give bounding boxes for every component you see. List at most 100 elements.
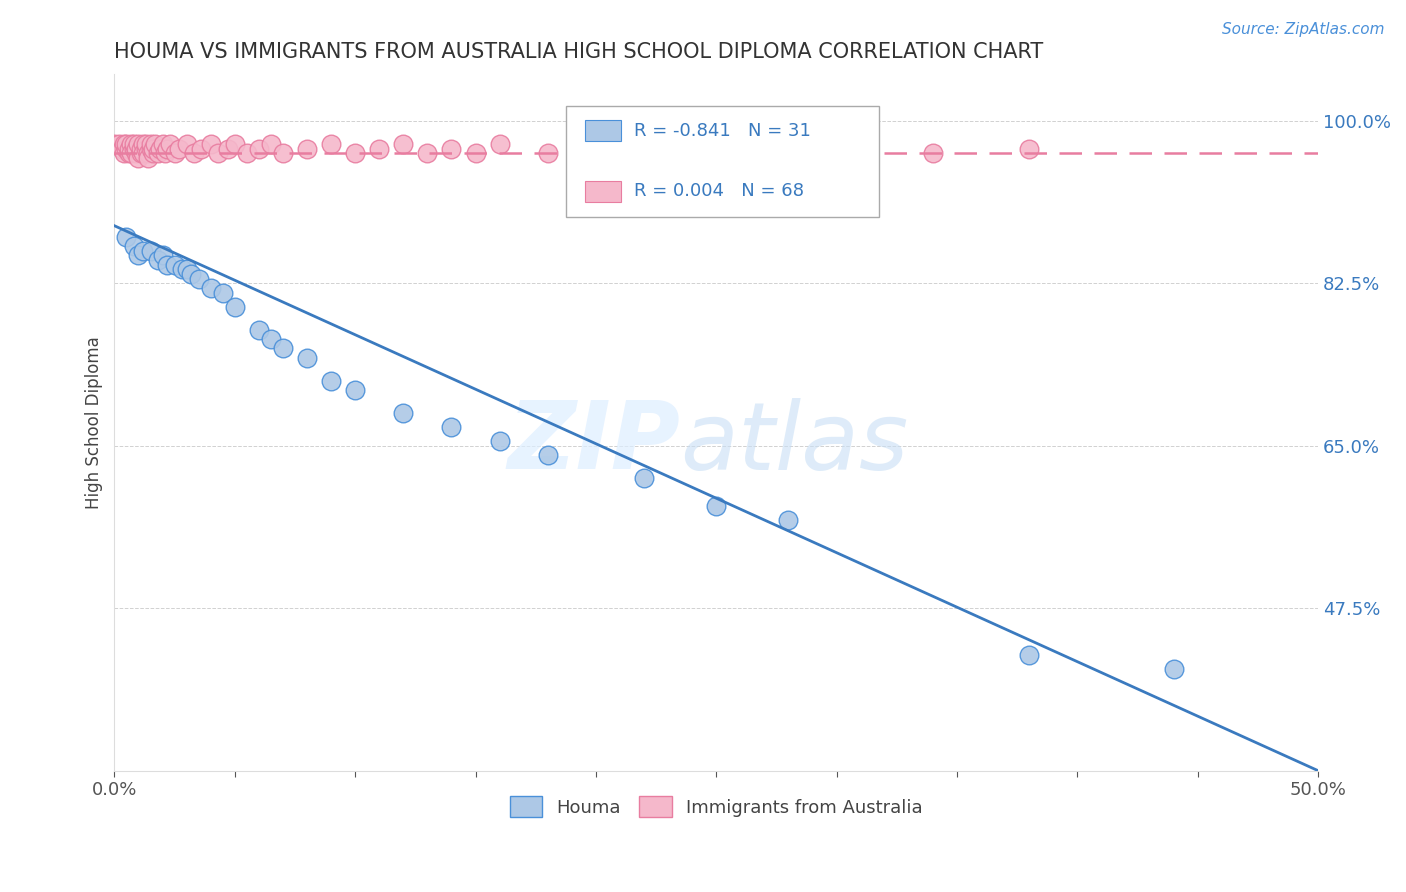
Point <box>159 136 181 151</box>
Point <box>129 142 152 156</box>
Point <box>163 146 186 161</box>
Point <box>152 136 174 151</box>
Point <box>260 332 283 346</box>
Point <box>537 146 560 161</box>
FancyBboxPatch shape <box>565 106 879 217</box>
Point <box>849 136 872 151</box>
Point <box>488 434 510 449</box>
Point <box>464 146 486 161</box>
Point <box>633 136 655 151</box>
Point <box>200 136 222 151</box>
Point <box>139 136 162 151</box>
Point <box>922 146 945 161</box>
Point <box>778 513 800 527</box>
Point <box>136 146 159 161</box>
Point <box>129 146 152 161</box>
Point <box>183 146 205 161</box>
Point <box>153 146 176 161</box>
Point <box>537 448 560 462</box>
Text: R = 0.004   N = 68: R = 0.004 N = 68 <box>634 182 804 201</box>
Point <box>115 136 138 151</box>
Point <box>127 151 149 165</box>
Point <box>344 383 367 397</box>
Point <box>125 146 148 161</box>
FancyBboxPatch shape <box>585 120 621 141</box>
Text: HOUMA VS IMMIGRANTS FROM AUSTRALIA HIGH SCHOOL DIPLOMA CORRELATION CHART: HOUMA VS IMMIGRANTS FROM AUSTRALIA HIGH … <box>114 42 1043 62</box>
Point <box>120 136 142 151</box>
Point <box>200 281 222 295</box>
Point <box>633 471 655 485</box>
Point <box>295 142 318 156</box>
Point <box>585 142 607 156</box>
Point <box>778 142 800 156</box>
Text: ZIP: ZIP <box>508 398 681 490</box>
Point <box>176 136 198 151</box>
Point <box>187 271 209 285</box>
Point <box>260 136 283 151</box>
Point <box>120 146 142 161</box>
Point <box>440 142 463 156</box>
Point <box>122 136 145 151</box>
Point <box>207 146 229 161</box>
Point <box>704 499 727 513</box>
Point <box>271 341 294 355</box>
Point <box>132 244 155 258</box>
Point <box>236 146 259 161</box>
Point <box>1163 662 1185 676</box>
Point <box>115 230 138 244</box>
Point <box>146 146 169 161</box>
Point <box>143 136 166 151</box>
Point <box>122 239 145 253</box>
Text: Source: ZipAtlas.com: Source: ZipAtlas.com <box>1222 22 1385 37</box>
Point <box>176 262 198 277</box>
Point <box>163 258 186 272</box>
Point <box>295 351 318 365</box>
Legend: Houma, Immigrants from Australia: Houma, Immigrants from Australia <box>502 789 929 824</box>
Point <box>152 248 174 262</box>
Point <box>149 142 172 156</box>
Point <box>211 285 233 300</box>
Point <box>125 142 148 156</box>
Point <box>169 142 191 156</box>
Point <box>108 136 131 151</box>
Point <box>139 244 162 258</box>
Point <box>142 146 165 161</box>
Point <box>778 178 800 193</box>
Point <box>704 169 727 184</box>
Point <box>112 146 135 161</box>
Point <box>319 374 342 388</box>
Point <box>180 267 202 281</box>
Point <box>103 136 125 151</box>
Point <box>416 146 439 161</box>
Point <box>247 142 270 156</box>
Point <box>170 262 193 277</box>
Point <box>1018 648 1040 662</box>
Point <box>344 146 367 161</box>
Point <box>135 142 157 156</box>
Point <box>156 142 179 156</box>
Point <box>224 300 246 314</box>
Point <box>127 136 149 151</box>
Text: atlas: atlas <box>681 398 908 489</box>
Point <box>146 253 169 268</box>
Point <box>190 142 212 156</box>
Point <box>392 406 415 420</box>
Point <box>136 151 159 165</box>
Y-axis label: High School Diploma: High School Diploma <box>86 336 103 509</box>
Point <box>115 142 138 156</box>
Point <box>217 142 239 156</box>
Point <box>118 146 141 161</box>
Point <box>319 136 342 151</box>
Point <box>127 248 149 262</box>
Point <box>368 142 391 156</box>
Point <box>1018 142 1040 156</box>
Point <box>224 136 246 151</box>
Point <box>135 136 157 151</box>
Point <box>132 136 155 151</box>
Point <box>142 142 165 156</box>
Point <box>247 323 270 337</box>
Point <box>271 146 294 161</box>
Point <box>122 142 145 156</box>
Point <box>392 136 415 151</box>
Point <box>112 136 135 151</box>
